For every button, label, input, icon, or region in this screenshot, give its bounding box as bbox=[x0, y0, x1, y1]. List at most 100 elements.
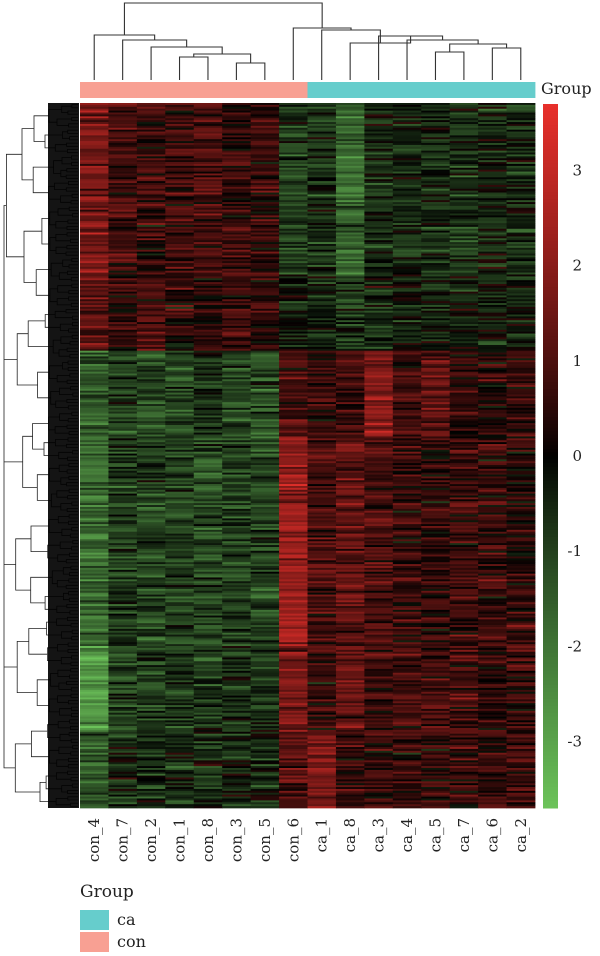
heatmap-cell bbox=[335, 293, 365, 296]
heatmap-cell bbox=[279, 619, 308, 622]
heatmap-cell bbox=[449, 350, 479, 353]
heatmap-cell bbox=[165, 381, 195, 384]
heatmap-cell bbox=[478, 430, 507, 433]
heatmap-cell bbox=[279, 472, 308, 475]
heatmap-cell bbox=[449, 183, 479, 186]
heatmap-cell bbox=[165, 506, 195, 510]
heatmap-cell bbox=[250, 255, 280, 258]
heatmap-cell bbox=[80, 289, 109, 292]
heatmap-cell bbox=[279, 653, 308, 656]
heatmap-cell bbox=[193, 499, 223, 502]
heatmap-cell bbox=[222, 344, 252, 348]
heatmap-cell bbox=[449, 148, 479, 151]
heatmap-cell bbox=[222, 244, 252, 247]
heatmap-cell bbox=[80, 594, 109, 597]
heatmap-cell bbox=[364, 314, 394, 317]
heatmap-cell bbox=[222, 284, 252, 287]
heatmap-cell bbox=[421, 419, 451, 422]
heatmap-cell bbox=[392, 371, 422, 374]
heatmap-cell bbox=[392, 255, 422, 258]
heatmap-cell bbox=[193, 320, 223, 323]
heatmap-cell bbox=[250, 535, 280, 538]
heatmap-cell bbox=[279, 434, 308, 437]
heatmap-cell bbox=[80, 299, 109, 302]
heatmap-cell bbox=[506, 535, 536, 538]
heatmap-cell bbox=[307, 183, 337, 186]
heatmap-cell bbox=[335, 518, 365, 521]
heatmap-cell bbox=[250, 228, 280, 232]
heatmap-cell bbox=[392, 181, 422, 184]
heatmap-cell bbox=[421, 194, 451, 197]
heatmap-cell bbox=[449, 207, 479, 211]
heatmap-cell bbox=[478, 333, 507, 336]
heatmap-cell bbox=[193, 647, 223, 651]
heatmap-cell bbox=[392, 449, 422, 453]
heatmap-cell bbox=[193, 533, 223, 536]
heatmap-cell bbox=[136, 365, 166, 369]
heatmap-cell bbox=[250, 659, 280, 662]
heatmap-cell bbox=[307, 678, 337, 681]
heatmap-cell bbox=[136, 615, 166, 618]
heatmap-cell bbox=[222, 554, 252, 557]
heatmap-cell bbox=[421, 379, 451, 382]
heatmap-cell bbox=[279, 375, 308, 378]
heatmap-cell bbox=[506, 548, 536, 552]
heatmap-cell bbox=[478, 205, 507, 209]
heatmap-cell bbox=[392, 112, 422, 115]
heatmap-cell bbox=[364, 118, 394, 121]
heatmap-cell bbox=[80, 141, 109, 144]
heatmap-cell bbox=[506, 506, 536, 510]
heatmap-cell bbox=[165, 665, 195, 668]
heatmap-cell bbox=[279, 503, 308, 506]
heatmap-cell bbox=[478, 487, 507, 491]
heatmap-cell bbox=[250, 122, 280, 125]
heatmap-cell bbox=[165, 630, 195, 634]
heatmap-cell bbox=[506, 508, 536, 512]
heatmap-cell bbox=[222, 451, 252, 454]
heatmap-cell bbox=[250, 428, 280, 432]
heatmap-cell bbox=[279, 127, 308, 131]
heatmap-cell bbox=[108, 617, 138, 620]
heatmap-cell bbox=[193, 651, 223, 655]
heatmap-cell bbox=[364, 278, 394, 281]
heatmap-cell bbox=[421, 251, 451, 254]
heatmap-cell bbox=[506, 571, 536, 574]
heatmap-cell bbox=[279, 196, 308, 199]
heatmap-cell bbox=[364, 198, 394, 201]
heatmap-cell bbox=[478, 217, 507, 220]
heatmap-cell bbox=[108, 657, 138, 660]
heatmap-cell bbox=[478, 386, 507, 390]
heatmap-cell bbox=[165, 499, 195, 502]
heatmap-cell bbox=[222, 158, 252, 161]
heatmap-cell bbox=[136, 392, 166, 395]
heatmap-cell bbox=[449, 558, 479, 561]
heatmap-cell bbox=[335, 327, 365, 331]
heatmap-cell bbox=[80, 644, 109, 647]
heatmap-cell bbox=[478, 590, 507, 594]
heatmap-cell bbox=[307, 386, 337, 390]
heatmap-cell bbox=[506, 491, 536, 494]
heatmap-cell bbox=[193, 266, 223, 270]
heatmap-cell bbox=[193, 251, 223, 254]
heatmap-cell bbox=[449, 398, 479, 401]
heatmap-cell bbox=[165, 198, 195, 201]
heatmap-cell bbox=[335, 522, 365, 525]
heatmap-cell bbox=[108, 316, 138, 319]
heatmap-cell bbox=[335, 171, 365, 174]
heatmap-cell bbox=[506, 238, 536, 241]
heatmap-cell bbox=[506, 148, 536, 151]
heatmap-cell bbox=[307, 653, 337, 656]
heatmap-cell bbox=[250, 415, 280, 418]
heatmap-cell bbox=[364, 653, 394, 656]
heatmap-cell bbox=[335, 687, 365, 691]
heatmap-cell bbox=[307, 472, 337, 475]
heatmap-cell bbox=[279, 335, 308, 338]
heatmap-cell bbox=[449, 312, 479, 315]
heatmap-cell bbox=[80, 196, 109, 199]
heatmap-cell bbox=[165, 375, 195, 378]
heatmap-cell bbox=[80, 465, 109, 468]
heatmap-cell bbox=[279, 421, 308, 424]
heatmap-cell bbox=[364, 179, 394, 182]
heatmap-cell bbox=[307, 331, 337, 334]
heatmap-cell bbox=[108, 331, 138, 334]
